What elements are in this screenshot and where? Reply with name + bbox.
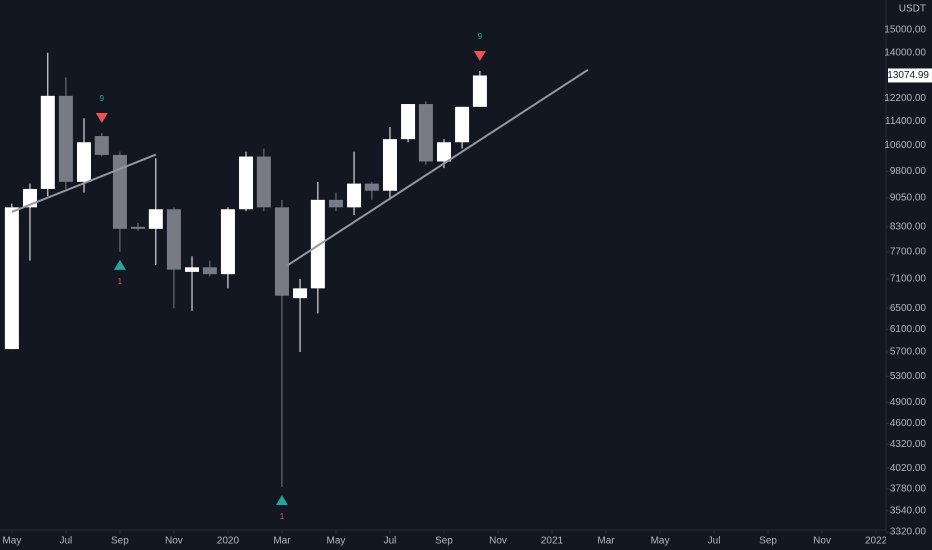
last-price-tag — [888, 68, 932, 83]
candle-body — [148, 209, 163, 229]
candle-body — [455, 106, 470, 143]
y-tick-label: 5300.00 — [890, 371, 927, 382]
x-tick-label: May — [327, 536, 346, 547]
candle-body — [58, 95, 73, 182]
x-tick-label: Nov — [489, 536, 507, 547]
y-tick-label: 11400.00 — [885, 116, 926, 127]
candle-body — [76, 142, 91, 182]
candle-body — [185, 267, 200, 272]
signal-label: 1 — [280, 512, 285, 521]
signal-arrow-up — [113, 259, 126, 270]
candle-body — [418, 104, 433, 162]
x-tick-label: Sep — [435, 536, 453, 547]
y-tick-label: 6100.00 — [890, 324, 927, 335]
x-tick-label: Nov — [813, 536, 831, 547]
candle-body — [382, 139, 397, 191]
candle-body — [220, 209, 235, 275]
x-tick-label: 2021 — [541, 536, 564, 547]
price-axis-panel — [886, 0, 932, 550]
y-tick-label: 12200.00 — [884, 93, 926, 104]
y-tick-label: 4020.00 — [890, 463, 927, 474]
signal-arrow-up — [275, 495, 288, 506]
y-tick-label: 4600.00 — [890, 418, 927, 429]
candle-body — [202, 267, 217, 275]
y-tick-label: 9050.00 — [890, 193, 927, 204]
y-tick-label: 5700.00 — [890, 347, 927, 358]
trend-line — [287, 68, 589, 266]
y-tick-label: 15000.00 — [884, 24, 926, 35]
x-tick-label: Jul — [708, 536, 721, 547]
last-price-label: 13074.99 — [887, 70, 929, 81]
candle-body — [4, 207, 19, 350]
y-tick-label: 10600.00 — [884, 140, 926, 151]
y-tick-label: 7100.00 — [890, 273, 927, 284]
candle-body — [328, 199, 343, 208]
x-tick-label: 2020 — [217, 536, 240, 547]
signal-label: 9 — [100, 94, 105, 103]
y-tick-label: 6500.00 — [890, 303, 927, 314]
y-tick-label: 4320.00 — [890, 439, 927, 450]
y-tick-label: 3320.00 — [890, 527, 927, 538]
signal-label: 9 — [478, 32, 483, 41]
candle-body — [436, 142, 451, 162]
candle-body — [166, 209, 181, 270]
y-tick-label: 9800.00 — [890, 166, 927, 177]
y-tick-label: 8300.00 — [890, 221, 927, 232]
candle-body — [256, 156, 271, 208]
candle-body — [293, 288, 308, 299]
candle-body — [40, 95, 55, 189]
candle-body — [239, 156, 254, 210]
candle-body — [364, 183, 379, 191]
x-tick-label: May — [651, 536, 670, 547]
x-tick-label: May — [2, 536, 21, 547]
candle-body — [94, 136, 109, 155]
y-tick-label: 3780.00 — [890, 483, 927, 494]
candle-body — [131, 226, 146, 229]
y-tick-label: 4900.00 — [890, 397, 927, 408]
signal-label: 1 — [118, 277, 123, 286]
trend-line — [11, 153, 157, 213]
x-tick-label: 2022 — [865, 536, 888, 547]
signal-arrow-down — [473, 51, 486, 62]
candle-body — [274, 207, 289, 296]
x-tick-label: Jul — [59, 536, 72, 547]
candle-body — [310, 199, 325, 289]
x-tick-label: Mar — [273, 536, 291, 547]
signal-arrow-down — [95, 113, 108, 124]
x-tick-label: Sep — [111, 536, 129, 547]
x-tick-label: Nov — [165, 536, 183, 547]
y-tick-label: 14000.00 — [884, 47, 926, 58]
plot-area: May Jul Sep Nov 2020 Mar May Jul Sep Nov 2021 Mar Ma… — [2, 32, 887, 546]
price-axis: 15000.00 14000.00 12200.00 11400.00 10600.00… — [884, 24, 932, 538]
x-tick-label: Mar — [597, 536, 615, 547]
candle-body — [112, 154, 127, 229]
currency-label: USDT — [899, 4, 926, 15]
candle-body — [347, 183, 362, 208]
candle-body — [401, 104, 416, 140]
candle-body — [472, 75, 487, 107]
y-tick-label: 7700.00 — [890, 246, 927, 257]
x-tick-label: Sep — [759, 536, 777, 547]
x-tick-label: Jul — [384, 536, 397, 547]
y-tick-label: 3540.00 — [890, 505, 927, 516]
